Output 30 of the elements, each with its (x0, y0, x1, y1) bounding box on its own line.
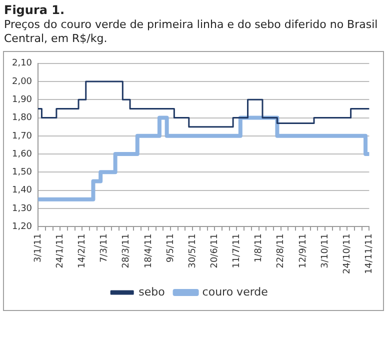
y-tick-label: 1,80 (12, 113, 32, 124)
x-tick-label: 7/3/11 (100, 234, 110, 263)
x-tick-label: 24/1/11 (55, 234, 66, 268)
y-tick-label: 2,10 (12, 58, 32, 69)
x-tick-label: 11/7/11 (232, 234, 242, 268)
y-tick-label: 1,30 (12, 204, 32, 214)
y-tick-label: 2,00 (12, 76, 32, 87)
x-tick-label: 18/4/11 (144, 234, 154, 268)
x-tick-label: 20/6/11 (210, 234, 220, 268)
chart-subtitle: Preços do couro verde de primeira linha e do sebo diferido no Brasil Central, em R$/kg. (4, 18, 379, 46)
y-tick-label: 1,20 (12, 222, 32, 232)
y-tick-label: 1,90 (12, 95, 32, 106)
x-tick-label: 14/11/11 (364, 234, 375, 274)
x-tick-label: 28/3/11 (122, 234, 132, 268)
y-tick-label: 1,60 (12, 149, 32, 160)
y-tick-label: 1,70 (12, 131, 32, 142)
chart-title: Figura 1. (4, 3, 65, 17)
x-tick-label: 1/8/11 (254, 234, 264, 263)
x-tick-label: 3/10/11 (320, 234, 330, 268)
x-tick-label: 30/5/11 (188, 234, 198, 268)
y-tick-label: 1,50 (12, 168, 32, 178)
x-tick-label: 12/9/11 (298, 234, 308, 268)
x-tick-label: 14/2/11 (78, 234, 88, 268)
x-tick-label: 24/10/11 (342, 234, 352, 274)
x-tick-label: 22/8/11 (276, 234, 286, 268)
y-tick-label: 1,40 (12, 186, 32, 196)
x-tick-label: 9/5/11 (166, 234, 176, 263)
legend-label: couro verde (202, 285, 268, 298)
x-tick-label: 3/1/11 (33, 234, 44, 263)
legend-label: sebo (138, 285, 166, 298)
